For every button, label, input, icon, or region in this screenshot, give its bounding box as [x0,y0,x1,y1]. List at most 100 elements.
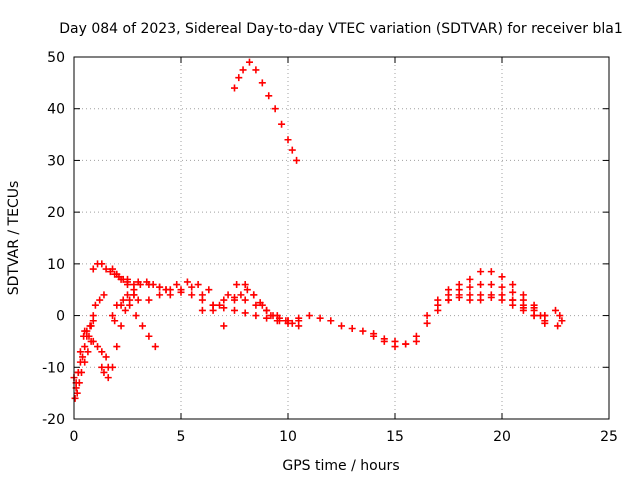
data-point [134,296,142,304]
series-arc-13 [145,283,228,330]
data-point [402,340,410,348]
data-point [96,296,104,304]
data-point [134,278,142,286]
data-point [256,299,264,307]
data-point [558,317,566,325]
data-point [156,283,164,291]
data-point [89,337,97,345]
data-point [74,368,82,376]
data-layer [70,58,566,402]
data-point [145,281,153,289]
data-point [241,309,249,317]
data-point [466,275,474,283]
y-tick-label: 0 [56,309,65,325]
data-point [205,286,213,294]
data-point [445,296,452,304]
data-point [477,268,485,276]
data-point [359,327,367,335]
data-point [498,296,506,304]
x-tick-label: 15 [386,429,404,445]
data-point [412,332,420,340]
data-point [284,136,292,144]
data-point [100,291,108,299]
data-point [327,317,335,325]
data-point [487,268,495,276]
data-point [391,343,399,351]
data-point [81,327,89,335]
data-point [231,84,238,92]
x-tick-label: 25 [600,429,618,445]
data-point [537,312,545,320]
data-point [380,337,388,345]
data-point [423,319,431,327]
data-point [224,291,232,299]
data-point [241,281,249,289]
data-point [76,348,84,356]
y-tick-label: 10 [47,257,65,273]
data-point [295,322,303,330]
data-point [284,317,292,325]
data-point [252,312,260,320]
data-point [487,281,495,289]
x-tick-label: 10 [279,429,297,445]
series-arc-27 [554,317,566,330]
data-point [111,317,119,325]
data-point [162,286,170,294]
data-point [102,353,110,361]
data-point [271,105,279,113]
y-tick-label: 20 [47,205,65,221]
y-tick-label: 30 [47,153,65,169]
data-point [220,304,228,312]
data-point [85,332,93,340]
data-point [263,306,271,314]
data-point [183,278,191,286]
data-point [102,265,110,273]
data-point [552,306,559,314]
data-point [509,281,517,289]
data-point [151,343,159,351]
data-point [220,296,228,304]
data-point [113,270,121,278]
data-point [530,306,538,314]
data-point [519,301,527,309]
y-tick-label: -10 [42,360,65,376]
data-point [198,291,206,299]
data-point [109,312,117,320]
data-point [177,286,185,294]
data-point [498,283,506,291]
plot-border [73,56,610,420]
x-tick-label: 20 [493,429,511,445]
data-point [194,281,202,289]
data-point [73,389,81,397]
data-point [124,291,131,299]
data-point [316,314,324,322]
data-point [275,314,283,322]
data-point [278,120,286,128]
data-point [188,291,196,299]
data-point [113,343,121,351]
grid-layer [74,57,609,419]
data-point [209,301,217,309]
data-point [243,286,251,294]
series-arc-5 [87,291,108,330]
data-point [156,291,164,299]
data-point [235,74,243,82]
data-point [124,275,131,283]
data-point [288,319,296,327]
data-point [145,296,153,304]
data-point [81,343,89,351]
data-point [423,312,431,320]
data-point [130,286,138,294]
data-point [121,306,129,314]
data-point [87,322,95,330]
data-point [117,301,125,309]
series-arc-25 [509,296,545,320]
data-point [173,281,181,289]
data-point [220,322,228,330]
data-point [554,322,562,330]
data-point [239,66,247,74]
x-axis-label: GPS time / hours [282,458,399,474]
data-point [263,314,271,322]
data-point [509,296,517,304]
